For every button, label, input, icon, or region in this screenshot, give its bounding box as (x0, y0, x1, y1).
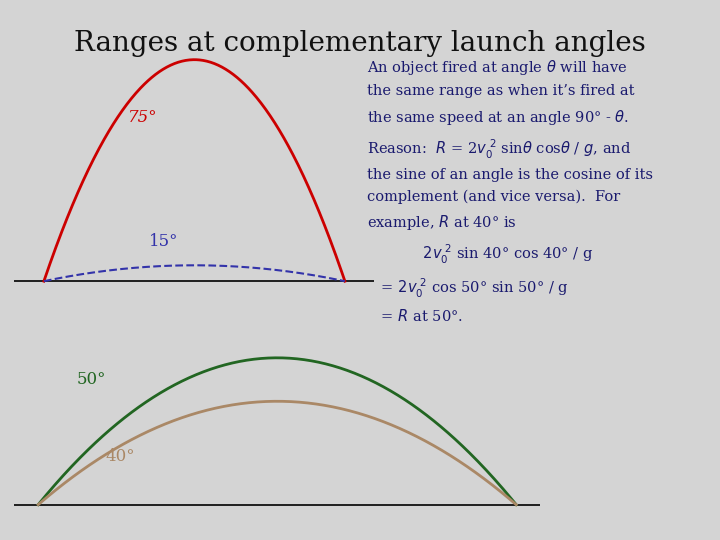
Text: An object fired at angle $\theta$ will have
the same range as when it’s fired at: An object fired at angle $\theta$ will h… (367, 58, 653, 324)
Text: Ranges at complementary launch angles: Ranges at complementary launch angles (74, 30, 646, 57)
Text: 40°: 40° (105, 448, 135, 465)
Text: 15°: 15° (149, 233, 179, 250)
Text: 75°: 75° (128, 109, 158, 126)
Text: 50°: 50° (76, 372, 106, 388)
